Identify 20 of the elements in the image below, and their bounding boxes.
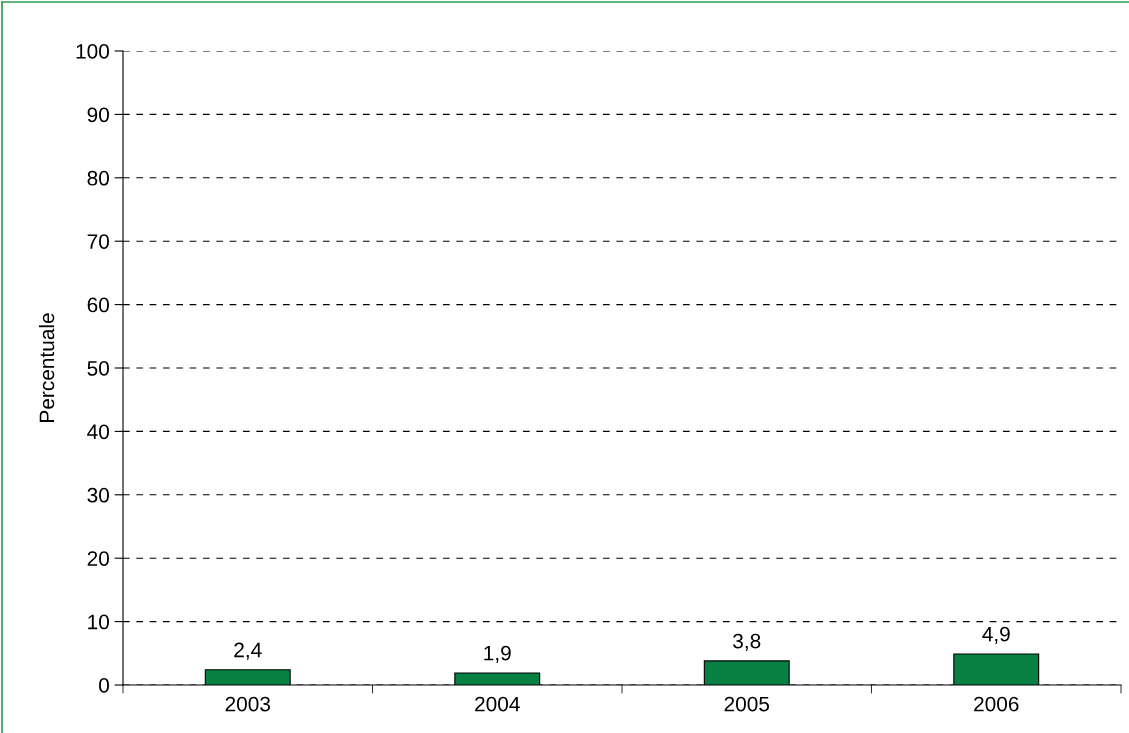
y-tick-label: 10 — [88, 614, 109, 630]
x-tick-label: 2003 — [225, 696, 271, 712]
x-tick-label: 2004 — [475, 696, 520, 712]
y-tick-label: 60 — [87, 297, 109, 313]
y-tick-label: 0 — [99, 678, 109, 693]
data-label: 2,4 — [234, 642, 262, 660]
x-tick-label: 2006 — [974, 696, 1019, 712]
y-axis-title: Percentuale — [38, 313, 55, 422]
y-tick-label: 40 — [87, 424, 109, 440]
data-label: 1,9 — [484, 645, 511, 663]
y-tick-label: 20 — [87, 551, 109, 566]
data-label: 3,8 — [733, 633, 761, 651]
y-tick-label: 50 — [87, 361, 109, 376]
x-tick-label: 2005 — [724, 696, 770, 712]
data-label: 4,9 — [982, 626, 1010, 644]
y-tick-label: 90 — [87, 107, 109, 123]
y-tick-label: 70 — [87, 234, 109, 249]
y-tick-label: 80 — [87, 170, 109, 186]
y-tick-label: 100 — [76, 44, 109, 59]
y-tick-label: 30 — [87, 487, 109, 503]
